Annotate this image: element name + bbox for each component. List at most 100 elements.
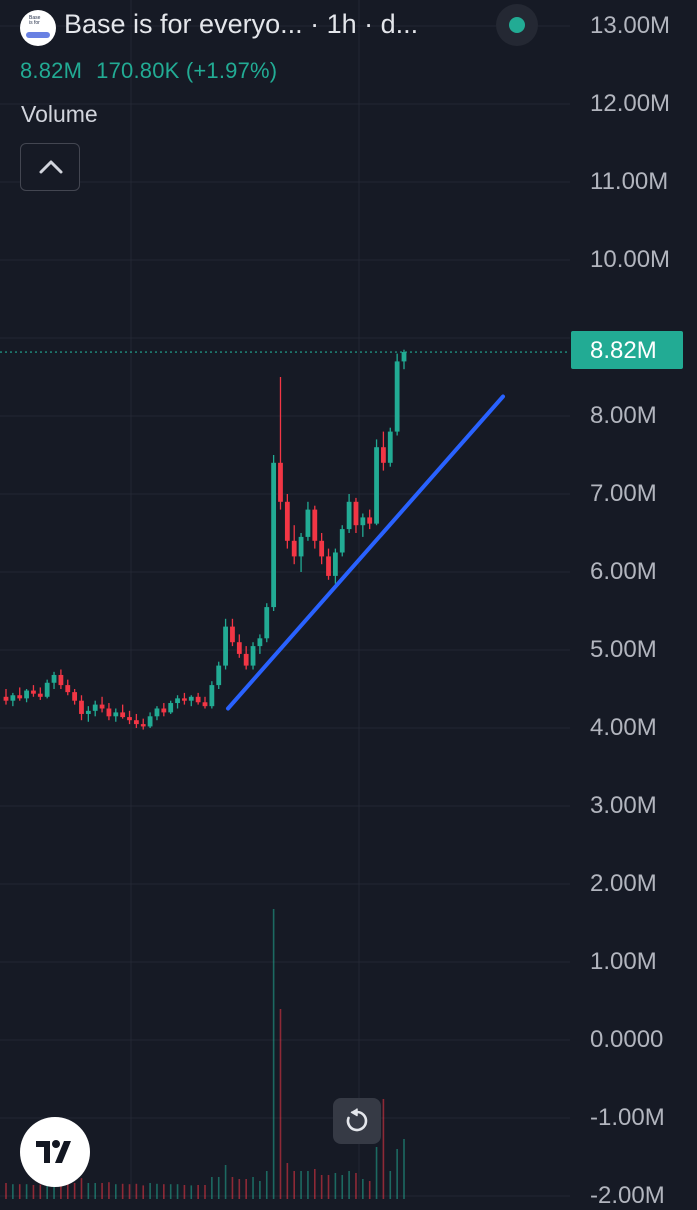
candle-body (257, 638, 263, 647)
candle-body (51, 674, 57, 683)
volume-bar (307, 1171, 309, 1199)
candle-body (264, 607, 270, 639)
candle-body (216, 665, 222, 686)
candle-body (72, 692, 78, 701)
volume-bar (163, 1184, 165, 1199)
volume-bar (87, 1183, 90, 1199)
volume-bar (211, 1177, 213, 1199)
volume-bar (25, 1184, 28, 1199)
volume-bar (334, 1173, 337, 1199)
volume-bar (190, 1185, 193, 1199)
volume-bar (224, 1165, 227, 1199)
volume-bar (32, 1185, 35, 1199)
candle-body (188, 696, 194, 701)
candle-body (37, 693, 43, 697)
price-tag-cover (576, 322, 676, 332)
candle-body (133, 720, 139, 725)
market-status-button[interactable] (496, 4, 538, 46)
reset-chart-button[interactable] (333, 1098, 381, 1144)
volume-bar (341, 1175, 344, 1199)
volume-bar (252, 1177, 254, 1199)
volume-bar (259, 1181, 261, 1199)
volume-bar (128, 1184, 131, 1199)
volume-bar (362, 1179, 364, 1199)
volume-indicator-label[interactable]: Volume (21, 101, 98, 127)
symbol-title[interactable]: Base is for everyo... · 1h · d... (64, 9, 419, 39)
tradingview-logo-icon[interactable] (20, 1117, 90, 1187)
volume-bar (238, 1179, 241, 1199)
candle-body (312, 509, 318, 541)
candle-body (387, 431, 393, 463)
logo-bar (26, 32, 50, 38)
candle-body (360, 517, 366, 526)
candle-body (120, 712, 126, 718)
candle-body (154, 708, 160, 717)
volume-bar (66, 1183, 69, 1199)
volume-bar (320, 1175, 323, 1199)
volume-bar (204, 1185, 206, 1199)
current-price-tag: 8.82M (571, 331, 683, 369)
candle-body (10, 695, 16, 701)
volume-bar (327, 1175, 330, 1199)
candle-body (353, 501, 359, 526)
candle-body (3, 696, 9, 701)
volume-bar (217, 1177, 220, 1199)
candle-body (58, 674, 64, 686)
volume-bar (121, 1183, 124, 1199)
candle-body (44, 682, 50, 697)
volume-bar (108, 1182, 110, 1199)
candle-body (127, 717, 132, 721)
volume-bar (73, 1183, 76, 1199)
volume-bar (245, 1179, 247, 1199)
candle-body (250, 646, 256, 666)
candle-body (99, 704, 105, 709)
candle-body (326, 556, 331, 576)
candle-body (381, 447, 386, 463)
candle-body (291, 540, 297, 557)
market-open-icon (509, 17, 525, 33)
volume-bar (197, 1185, 199, 1199)
candle-body (113, 712, 119, 717)
volume-bar (231, 1177, 234, 1199)
chevron-up-icon (39, 160, 63, 174)
candle-body (31, 690, 36, 694)
candle-body (236, 642, 242, 654)
volume-bar (176, 1184, 179, 1199)
candle-body (17, 695, 23, 699)
candle-body (79, 700, 84, 714)
volume-bar (169, 1184, 172, 1199)
candle-body (202, 702, 208, 707)
volume-bar (272, 909, 275, 1199)
volume-bar (396, 1149, 398, 1199)
volume-bar (355, 1173, 357, 1199)
candle-body (209, 685, 215, 707)
volume-bar (60, 1181, 62, 1199)
candle-body (339, 529, 345, 553)
volume-bar (5, 1183, 7, 1199)
volume-bar (279, 1009, 282, 1199)
candle-body (140, 724, 146, 727)
price-summary: 8.82M 170.80K (+1.97%) (20, 58, 291, 84)
volume-bar (80, 1178, 83, 1199)
candle-body (278, 462, 283, 502)
candle-body (182, 698, 187, 701)
candle-body (401, 352, 407, 362)
candle-body (65, 685, 71, 693)
candle-body (367, 517, 373, 524)
volume-bar (293, 1171, 296, 1199)
candle-body (147, 716, 153, 727)
volume-bar (348, 1171, 350, 1199)
collapse-legend-button[interactable] (20, 143, 80, 191)
volume-bar (375, 1147, 378, 1199)
trendline (226, 394, 505, 711)
volume-bar (368, 1181, 371, 1199)
candle-body (394, 361, 400, 432)
volume-bar (142, 1185, 145, 1199)
volume-bar (286, 1163, 289, 1199)
reset-chart-icon (346, 1108, 368, 1132)
volume-bar (382, 1099, 385, 1199)
volume-bar (94, 1183, 97, 1199)
candle-body (168, 703, 174, 713)
candle-body (374, 447, 379, 524)
